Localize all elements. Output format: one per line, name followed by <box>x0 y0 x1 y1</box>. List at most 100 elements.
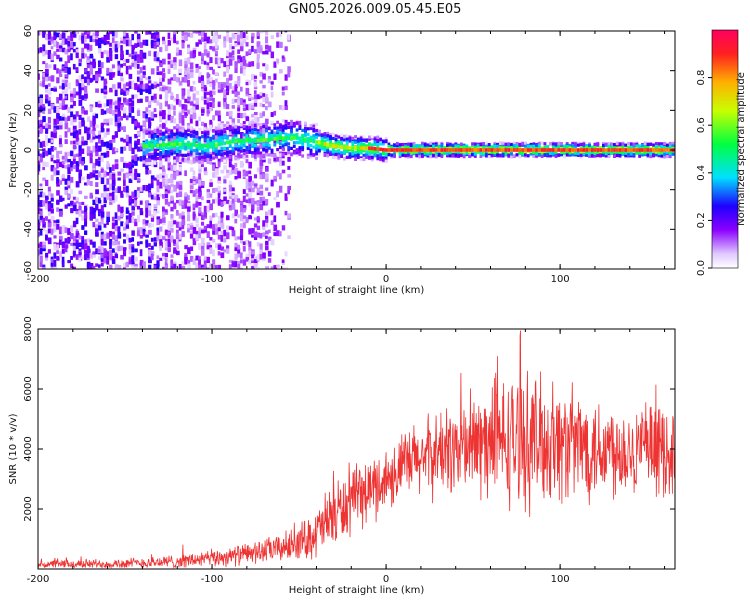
heat-cell <box>136 178 141 182</box>
heat-cell <box>198 116 201 122</box>
heat-cell <box>237 244 240 250</box>
heat-cell <box>231 213 235 219</box>
heat-cell <box>72 235 77 242</box>
heat-cell <box>209 265 213 269</box>
heat-cell <box>239 138 243 143</box>
heat-cell <box>150 133 154 138</box>
heat-cell <box>281 118 285 123</box>
heat-cell <box>298 149 302 154</box>
heat-cell <box>234 128 238 132</box>
heat-cell <box>226 85 230 92</box>
heat-cell <box>153 192 158 199</box>
heat-cell <box>465 151 469 155</box>
heat-cell <box>148 50 152 57</box>
heat-cell <box>259 94 263 99</box>
heat-cell <box>214 152 218 157</box>
heat-cell <box>106 67 110 74</box>
heat-cell <box>265 50 269 55</box>
heat-cell <box>156 185 160 193</box>
heat-cell <box>203 128 207 135</box>
heat-cell <box>195 271 198 278</box>
heat-cell <box>220 83 224 89</box>
heat-cell <box>220 231 224 235</box>
heat-cell <box>242 59 247 66</box>
heat-cell <box>239 149 243 153</box>
heat-cell <box>248 146 252 151</box>
heat-cell <box>42 31 46 38</box>
heat-cell <box>47 49 52 54</box>
heat-cell <box>262 93 266 97</box>
heat-cell <box>267 209 272 216</box>
heat-cell <box>170 261 174 267</box>
heat-cell <box>109 31 113 32</box>
heat-cell <box>58 226 63 233</box>
heat-cell <box>42 202 45 207</box>
heat-cell <box>123 239 126 244</box>
heat-cell <box>189 145 193 150</box>
heat-cell <box>78 62 82 67</box>
heat-cell <box>245 138 249 142</box>
heat-cell <box>212 136 215 140</box>
heat-cell <box>64 178 69 185</box>
heat-cell <box>284 151 288 156</box>
heat-cell <box>226 140 229 145</box>
heat-cell <box>231 164 236 170</box>
heat-cell <box>368 142 371 146</box>
heat-cell <box>56 182 60 187</box>
heat-cell <box>56 199 60 205</box>
heat-cell <box>173 105 176 111</box>
heat-cell <box>262 232 266 237</box>
heat-cell <box>217 264 222 269</box>
heat-cell <box>64 189 69 196</box>
heat-cell <box>153 177 157 181</box>
heat-cell <box>231 203 236 210</box>
heat-cell <box>117 215 121 221</box>
heat-cell <box>287 122 291 126</box>
heat-cell <box>86 248 91 253</box>
heat-cell <box>164 198 169 205</box>
heat-cell <box>117 60 121 65</box>
heat-cell <box>368 137 371 141</box>
heat-cell <box>134 160 138 166</box>
heat-cell <box>334 138 338 142</box>
heat-cell <box>551 142 555 146</box>
heat-cell <box>103 248 107 252</box>
heat-cell <box>217 81 221 89</box>
heat-cell <box>100 205 104 212</box>
heat-cell <box>259 126 263 133</box>
heat-cell <box>181 137 185 141</box>
heat-cell <box>220 246 225 251</box>
heat-cell <box>47 219 52 223</box>
heat-cell <box>370 136 374 141</box>
heat-cell <box>173 118 177 124</box>
heat-cell <box>189 222 194 226</box>
heat-cell <box>50 197 54 202</box>
heat-cell <box>117 69 121 76</box>
heat-cell <box>242 156 246 160</box>
heat-cell <box>549 148 552 152</box>
heat-cell <box>574 148 577 152</box>
heat-cell <box>70 91 74 97</box>
heat-cell <box>253 90 257 97</box>
heat-cell <box>106 57 110 63</box>
heat-cell <box>47 148 52 155</box>
heat-cell <box>209 140 213 144</box>
heat-cell <box>237 171 241 179</box>
heat-cell <box>259 155 263 160</box>
heat-cell <box>251 128 254 132</box>
heat-cell <box>175 210 179 215</box>
heat-cell <box>317 133 321 137</box>
heat-cell <box>237 263 241 269</box>
heat-cell <box>131 44 136 50</box>
heat-cell <box>61 248 65 254</box>
heat-cell <box>287 213 291 219</box>
heat-cell <box>61 260 65 264</box>
heat-cell <box>251 144 254 149</box>
heat-cell <box>142 52 147 59</box>
heat-cell <box>231 46 235 50</box>
heat-cell <box>287 145 291 150</box>
heat-cell <box>103 204 107 208</box>
heat-cell <box>529 148 533 152</box>
heat-cell <box>156 140 160 144</box>
heat-cell <box>276 147 279 152</box>
